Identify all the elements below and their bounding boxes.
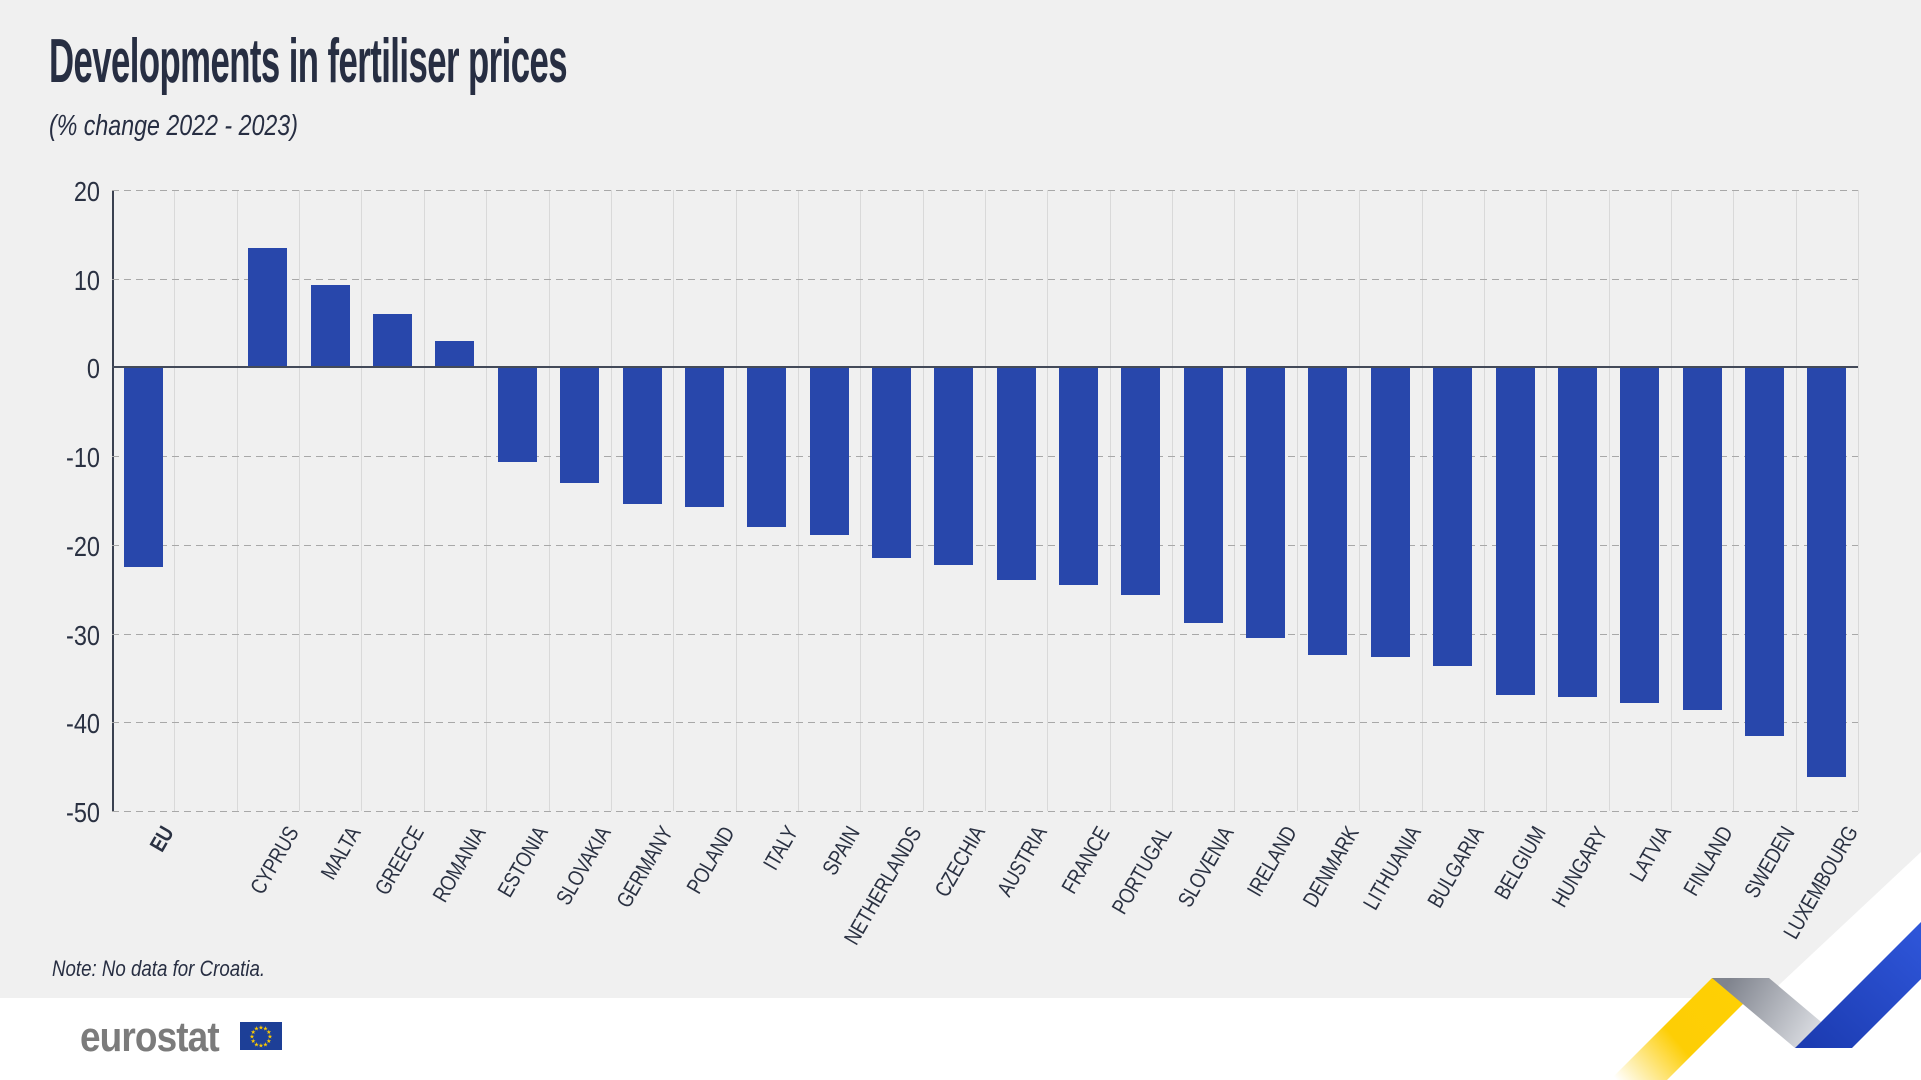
bar-slovenia: [1183, 367, 1223, 623]
grid-vline: [423, 190, 425, 811]
svg-text:★: ★: [254, 1026, 259, 1033]
grid-vline: [1483, 190, 1485, 811]
grid-vline: [797, 190, 799, 811]
grid-vline: [1858, 190, 1859, 811]
bar-malta: [310, 284, 350, 368]
bar-denmark: [1308, 367, 1348, 655]
y-tick-label: 20: [73, 176, 100, 207]
svg-text:★: ★: [263, 1026, 268, 1033]
bar-luxembourg: [1807, 367, 1847, 778]
bar-france: [1059, 367, 1099, 585]
bar-netherlands: [871, 367, 911, 559]
grid-vline: [1608, 190, 1610, 811]
grid-vline: [1670, 190, 1672, 811]
grid-hline: [112, 544, 1858, 546]
svg-text:★: ★: [258, 1043, 263, 1050]
svg-text:★: ★: [266, 1038, 271, 1045]
footnote: Note: No data for Croatia.: [52, 956, 266, 981]
grid-vline: [860, 190, 862, 811]
zero-line: [112, 366, 1858, 369]
grid-vline: [1359, 190, 1361, 811]
grid-vline: [1047, 190, 1049, 811]
eurostat-logo: eurostat ★ ★ ★ ★ ★ ★ ★ ★ ★ ★ ★ ★: [80, 1016, 282, 1058]
y-tick-label: -50: [66, 797, 100, 828]
svg-text:★: ★: [250, 1038, 255, 1045]
y-tick-label: 0: [86, 353, 100, 385]
bar-belgium: [1495, 367, 1535, 695]
grid-hline: [112, 190, 1858, 191]
eu-flag-icon: ★ ★★ ★★★ ★★★ ★★★: [239, 1022, 282, 1050]
grid-vline: [1795, 190, 1797, 811]
y-tick-label: -30: [66, 619, 100, 651]
grid-vline: [1733, 190, 1735, 811]
grid-hline: [112, 811, 1858, 812]
bar-eu: [123, 367, 163, 568]
svg-text:★: ★: [267, 1034, 272, 1041]
bar-ireland: [1246, 367, 1286, 638]
grid-hline: [112, 456, 1858, 458]
grid-hline: [112, 278, 1858, 280]
grid-vline: [1546, 190, 1548, 811]
bar-cyprus: [248, 247, 288, 368]
eurostat-logo-text: eurostat: [80, 1013, 220, 1060]
bar-poland: [684, 367, 724, 507]
ribbon-blue-stripe: [1795, 922, 1921, 1048]
bar-hungary: [1557, 367, 1597, 697]
bar-germany: [622, 367, 662, 505]
y-tick-label: 10: [73, 264, 100, 296]
grid-vline: [610, 190, 612, 811]
grid-vline: [985, 190, 986, 811]
grid-vline: [1296, 190, 1298, 811]
grid-vline: [236, 190, 238, 811]
grid-vline: [673, 190, 675, 811]
grid-vline: [486, 190, 488, 811]
page-subtitle: (% change 2022 - 2023): [49, 110, 298, 142]
bar-bulgaria: [1433, 367, 1473, 666]
svg-text:★: ★: [250, 1029, 255, 1036]
bar-austria: [996, 367, 1036, 581]
bar-slovakia: [560, 367, 600, 483]
y-tick-label: -10: [66, 442, 100, 474]
svg-text:★: ★: [254, 1041, 259, 1048]
grid-vline: [1172, 190, 1174, 811]
ribbon-yellow-stripe: [1610, 978, 1769, 1080]
bar-portugal: [1121, 367, 1161, 595]
bar-estonia: [497, 367, 537, 463]
grid-vline: [922, 190, 924, 811]
grid-vline: [361, 190, 363, 811]
y-axis-line: [112, 190, 114, 811]
svg-text:★: ★: [263, 1041, 268, 1048]
page-title: Developments in fertiliser prices: [49, 27, 568, 96]
bar-latvia: [1620, 367, 1660, 703]
grid-vline: [174, 190, 176, 811]
y-tick-label: -40: [66, 708, 100, 740]
grid-vline: [1234, 190, 1236, 811]
grid-vline: [548, 190, 550, 811]
y-tick-label: -20: [66, 530, 100, 562]
bar-lithuania: [1370, 367, 1410, 657]
bar-greece: [373, 314, 413, 368]
bar-czechia: [934, 367, 974, 566]
bar-italy: [747, 367, 787, 528]
bar-spain: [809, 367, 849, 536]
bar-sweden: [1744, 367, 1784, 736]
svg-text:★: ★: [266, 1029, 271, 1036]
x-label-eu: EU: [144, 822, 179, 856]
grid-vline: [1109, 190, 1111, 811]
grid-hline: [112, 633, 1858, 635]
decorative-ribbon: [1610, 852, 1921, 1080]
bar-romania: [435, 340, 475, 368]
grid-vline: [735, 190, 737, 811]
grid-vline: [1421, 190, 1423, 811]
grid-vline: [299, 190, 301, 811]
grid-hline: [112, 722, 1858, 724]
svg-text:★: ★: [249, 1034, 254, 1041]
bar-finland: [1682, 367, 1722, 710]
svg-text:★: ★: [258, 1025, 263, 1032]
